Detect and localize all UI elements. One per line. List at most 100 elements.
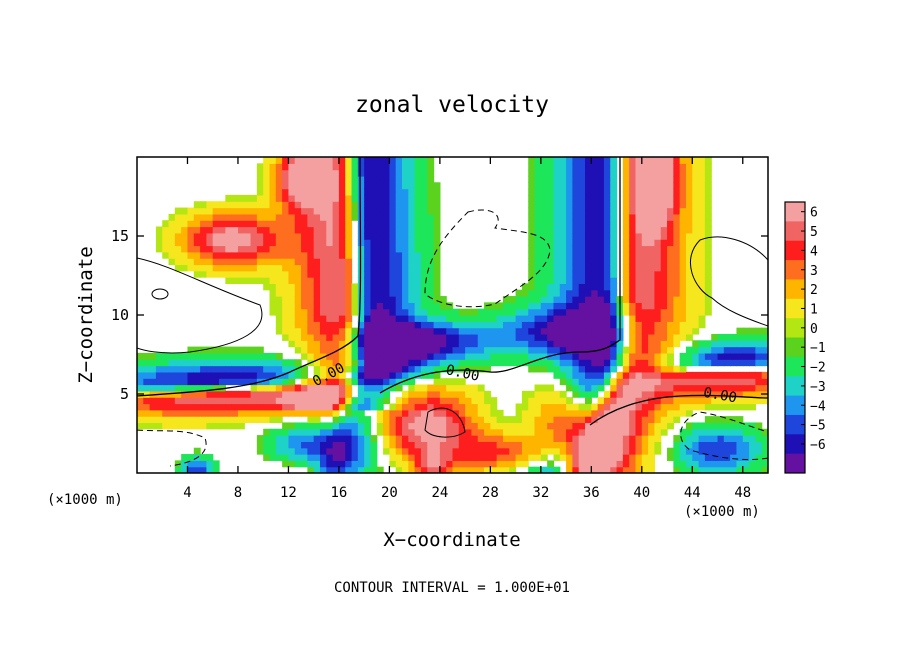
heatmap-cell [660,422,668,430]
heatmap-cell [704,251,712,259]
colorbar-label: −2 [810,361,826,376]
heatmap-cell [376,194,384,202]
heatmap-cell [263,352,271,360]
heatmap-cell [559,239,567,247]
heatmap-cell [408,157,416,164]
heatmap-cell [635,428,643,436]
heatmap-cell [477,409,485,417]
heatmap-cell [629,232,637,240]
heatmap-cell [338,302,346,310]
heatmap-cell [326,384,334,392]
heatmap-cell [376,232,384,240]
heatmap-cell [231,220,239,228]
heatmap-cell [704,220,712,228]
heatmap-cell [679,175,687,183]
heatmap-cell [641,194,649,202]
heatmap-cell [389,302,397,310]
heatmap-cell [458,321,466,329]
heatmap-cell [629,346,637,354]
heatmap-cell [174,422,182,430]
heatmap-cell [301,422,308,430]
heatmap-cell [521,441,529,449]
heatmap-cell [338,201,346,209]
heatmap-cell [528,182,536,190]
heatmap-cell [414,454,422,461]
heatmap-cell [351,460,359,468]
heatmap-cell [319,447,327,455]
heatmap-cell [427,277,435,284]
heatmap-cell [338,239,346,247]
heatmap-cell [704,302,712,310]
heatmap-cell [294,277,302,284]
heatmap-cell [408,352,416,360]
heatmap-cell [685,194,693,202]
heatmap-cell [200,201,208,209]
heatmap-cell [389,188,397,196]
heatmap-cell [509,422,517,430]
heatmap-cell [332,441,340,449]
heatmap-cell [326,232,334,240]
heatmap-cell [326,207,334,215]
heatmap-cell [345,422,353,430]
heatmap-cell [168,409,176,417]
heatmap-cell [370,188,378,196]
heatmap-cell [345,226,353,234]
heatmap-cell [692,194,700,202]
heatmap-cell [622,435,630,442]
heatmap-cell [332,428,340,436]
heatmap-cell [736,333,744,341]
heatmap-cell [528,245,536,253]
heatmap-cell [414,220,422,228]
heatmap-cell [383,346,390,354]
heatmap-cell [534,175,542,183]
heatmap-cell [395,289,403,297]
heatmap-cell [673,327,681,335]
heatmap-cell [622,220,630,228]
heatmap-cell [673,283,681,291]
heatmap-cell [370,315,378,322]
heatmap-cell [433,390,441,398]
heatmap-cell [174,258,182,266]
heatmap-cell [256,365,264,373]
heatmap-cell [389,403,397,411]
heatmap-cell [364,390,372,398]
heatmap-cell [717,346,725,354]
heatmap-cell [610,277,618,284]
heatmap-cell [660,182,668,190]
heatmap-cell [338,340,346,348]
heatmap-cell [679,397,687,405]
heatmap-cell [225,397,233,405]
heatmap-cell [736,384,744,392]
heatmap-cell [685,270,693,278]
heatmap-cell [591,460,599,468]
heatmap-cell [288,333,296,341]
heatmap-cell [603,226,611,234]
heatmap-cell [282,327,290,335]
heatmap-cell [225,277,233,284]
heatmap-cell [591,302,599,310]
heatmap-cell [622,163,630,171]
heatmap-cell [383,397,390,405]
heatmap-cell [357,194,365,202]
heatmap-cell [370,213,378,221]
heatmap-cell [685,207,693,215]
heatmap-cell [206,258,214,266]
heatmap-cell [427,441,435,449]
heatmap-cell [534,302,542,310]
heatmap-cell [332,333,340,341]
heatmap-cell [225,378,233,386]
heatmap-cell [667,296,674,303]
heatmap-cell [622,359,630,367]
heatmap-cell [610,213,618,221]
heatmap-cell [566,428,573,436]
heatmap-cell [326,390,334,398]
heatmap-cell [755,460,763,468]
heatmap-cell [137,384,144,392]
heatmap-cell [168,422,176,430]
heatmap-cell [414,308,422,316]
heatmap-cell [723,403,731,411]
heatmap-cell [452,441,460,449]
heatmap-cell [389,277,397,284]
heatmap-cell [181,258,189,266]
heatmap-cell [345,201,353,209]
